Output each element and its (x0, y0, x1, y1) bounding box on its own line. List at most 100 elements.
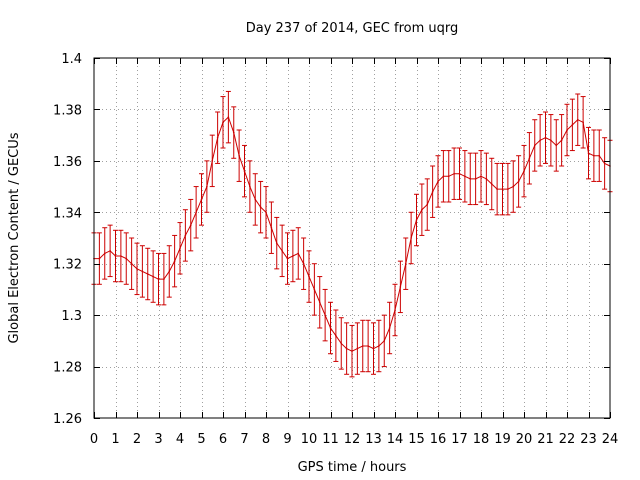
x-tick-label: 2 (133, 432, 141, 447)
error-bar (403, 238, 408, 289)
data-point (362, 345, 364, 347)
data-point (604, 163, 606, 165)
y-tick-labels: 1.261.281.31.321.341.361.381.4 (53, 52, 82, 427)
data-point (480, 175, 482, 177)
error-bar (258, 181, 263, 232)
data-point (185, 235, 187, 237)
data-point (206, 186, 208, 188)
y-tick-label: 1.36 (53, 155, 82, 170)
data-point (437, 181, 439, 183)
x-tick-label: 21 (537, 432, 554, 447)
x-tick-label: 13 (365, 432, 382, 447)
error-bar (301, 238, 306, 289)
error-bar (543, 112, 548, 163)
error-bar (527, 133, 532, 184)
y-tick-label: 1.4 (61, 52, 82, 67)
data-point (351, 350, 353, 352)
data-point (555, 145, 557, 147)
data-point (330, 327, 332, 329)
error-bar (167, 246, 172, 297)
data-point (367, 345, 369, 347)
error-bar (135, 243, 140, 294)
data-point (109, 250, 111, 252)
data-point (491, 183, 493, 185)
data-point (281, 250, 283, 252)
data-point (432, 191, 434, 193)
error-bar (199, 174, 204, 225)
error-bar (419, 184, 424, 235)
data-point (378, 345, 380, 347)
data-point (566, 129, 568, 131)
data-point (459, 173, 461, 175)
data-point (222, 121, 224, 123)
x-tick-label: 23 (580, 432, 597, 447)
error-bar (102, 228, 107, 279)
data-point (238, 155, 240, 157)
data-point (394, 309, 396, 311)
error-bar (371, 323, 376, 374)
data-point (260, 206, 262, 208)
data-point (115, 255, 117, 257)
y-tick-label: 1.32 (53, 258, 82, 273)
data-point (410, 237, 412, 239)
x-tick-label: 14 (387, 432, 404, 447)
error-bar (129, 238, 134, 289)
error-bar (430, 166, 435, 217)
x-tick-label: 1 (111, 432, 119, 447)
data-point (217, 137, 219, 139)
error-bar (280, 225, 285, 276)
data-point (319, 301, 321, 303)
error-bar (172, 235, 177, 286)
data-point (534, 145, 536, 147)
x-tick-label: 11 (322, 432, 339, 447)
y-tick-label: 1.38 (53, 103, 82, 118)
error-bar (290, 230, 295, 281)
data-point (357, 348, 359, 350)
data-point (464, 175, 466, 177)
x-tick-label: 10 (301, 432, 318, 447)
data-point (507, 188, 509, 190)
error-bar (312, 264, 317, 315)
data-point (389, 327, 391, 329)
data-point (426, 204, 428, 206)
error-bar (333, 310, 338, 361)
data-point (550, 139, 552, 141)
error-bar (124, 233, 129, 284)
x-axis-label: GPS time / hours (298, 460, 407, 475)
error-bar (516, 156, 521, 207)
error-bar (511, 161, 516, 212)
data-point (131, 263, 133, 265)
x-tick-label: 18 (473, 432, 490, 447)
data-point (276, 242, 278, 244)
error-bar (350, 325, 355, 376)
data-point (448, 175, 450, 177)
data-point (136, 268, 138, 270)
data-point (303, 263, 305, 265)
error-bar (188, 199, 193, 250)
data-point (383, 340, 385, 342)
error-bar (436, 156, 441, 207)
data-point (99, 258, 101, 260)
data-point (346, 348, 348, 350)
error-bar (145, 248, 150, 299)
data-point (233, 132, 235, 134)
data-point (254, 199, 256, 201)
error-bar (489, 158, 494, 209)
data-point (308, 276, 310, 278)
chart-title: Day 237 of 2014, GEC from uqrg (246, 21, 459, 36)
error-bar (237, 130, 242, 181)
error-bar (269, 202, 274, 253)
error-bar (559, 115, 564, 166)
data-point (340, 343, 342, 345)
data-point (179, 247, 181, 249)
data-point (168, 271, 170, 273)
error-bar (586, 127, 591, 178)
x-tick-label: 7 (240, 432, 248, 447)
error-bar (178, 223, 183, 274)
error-bar (554, 120, 559, 171)
data-point (297, 253, 299, 255)
data-point (195, 211, 197, 213)
x-tick-label: 4 (176, 432, 184, 447)
error-bar (548, 115, 553, 166)
x-tick-label: 3 (154, 432, 162, 447)
